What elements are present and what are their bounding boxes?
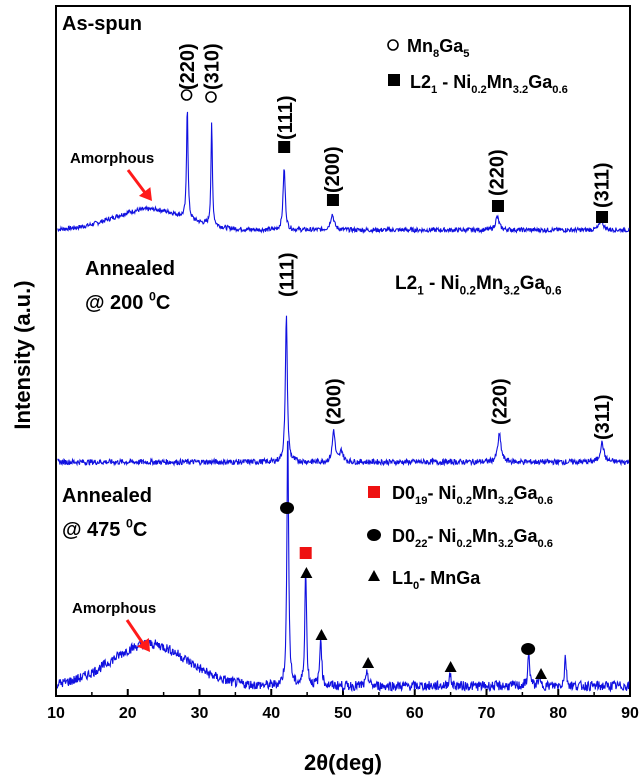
x-tick-label-7: 80 [549,705,567,722]
panel-title-475-l1: Annealed [62,485,152,507]
peak-label-200-b: (200) [324,378,346,425]
legend-l21: L21 - Ni0.2Mn3.2Ga0.6 [410,72,568,96]
legend-marker-l21 [388,74,400,86]
marker-d019-1 [299,547,312,559]
panel-title-as-spun: As-spun [62,13,142,35]
peak-label-311-b: (311) [592,394,614,440]
marker-mn8ga5-2 [205,91,217,103]
xrd-traces [56,111,630,693]
amorphous-label-2: Amorphous [72,600,156,617]
amorphous-arrow-2 [125,619,150,652]
x-tick-label-6: 70 [478,705,496,722]
marker-mn8ga5-1 [180,89,193,101]
peak-label-220-a: (220) [177,43,199,90]
x-tick-label-5: 60 [406,705,424,722]
amorphous-label-1: Amorphous [70,150,154,167]
x-axis-label: 2θ(deg) [304,750,382,775]
marker-l21-3 [491,200,504,212]
amorphous-arrow-1 [126,169,152,201]
panel-title-200-l2: @ 200 0C [85,290,170,314]
x-axis-ticks: 10 20 30 40 50 60 70 80 90 [47,689,639,722]
peak-label-310-a: (310) [201,43,223,90]
marker-l21-2 [326,194,339,206]
marker-l21-4 [596,211,609,223]
legend-d019: D019- Ni0.2Mn3.2Ga0.6 [392,483,553,507]
legend-marker-mn8ga5 [387,39,399,51]
peak-label-311-a: (311) [591,162,613,208]
marker-l21-1 [278,141,291,153]
x-tick-label-8: 90 [621,705,639,722]
plot-frame [55,5,631,697]
legend-marker-d019 [368,486,380,498]
xrd-trace-2 [56,440,630,693]
xrd-trace-0 [57,111,630,235]
peak-label-220-c: (220) [489,378,511,425]
legend-marker-l10 [368,570,380,581]
marker-l10-2 [315,629,328,640]
peak-label-200-a: (200) [322,146,344,193]
peak-label-220-b: (220) [487,149,509,196]
x-tick-label-2: 30 [191,705,209,722]
x-tick-label-1: 20 [119,705,137,722]
marker-l10-3 [362,657,375,668]
marker-d022-2 [521,643,536,655]
x-tick-label-0: 10 [47,705,65,722]
phase-label-l21-200: L21 - Ni0.2Mn3.2Ga0.6 [395,273,562,297]
legend-marker-d022 [367,529,381,541]
peak-label-111-b: (111) [276,253,298,297]
panel-title-475-l2: @ 475 0C [62,517,147,541]
marker-l10-4 [444,661,457,672]
marker-l10-5 [535,668,548,679]
x-tick-label-3: 40 [262,705,280,722]
phase-markers [180,39,609,679]
marker-l10-1 [300,567,313,578]
y-axis-label: Intensity (a.u.) [10,280,35,429]
xrd-trace-1 [57,315,630,467]
panel-title-200-l1: Annealed [85,258,175,280]
peak-label-111-a: (111) [275,96,297,140]
legend-d022: D022- Ni0.2Mn3.2Ga0.6 [392,526,553,550]
legend-l10: L10- MnGa [392,568,481,592]
legend-mn8ga5: Mn8Ga5 [407,36,469,60]
marker-d022-1 [280,502,295,514]
x-tick-label-4: 50 [334,705,352,722]
